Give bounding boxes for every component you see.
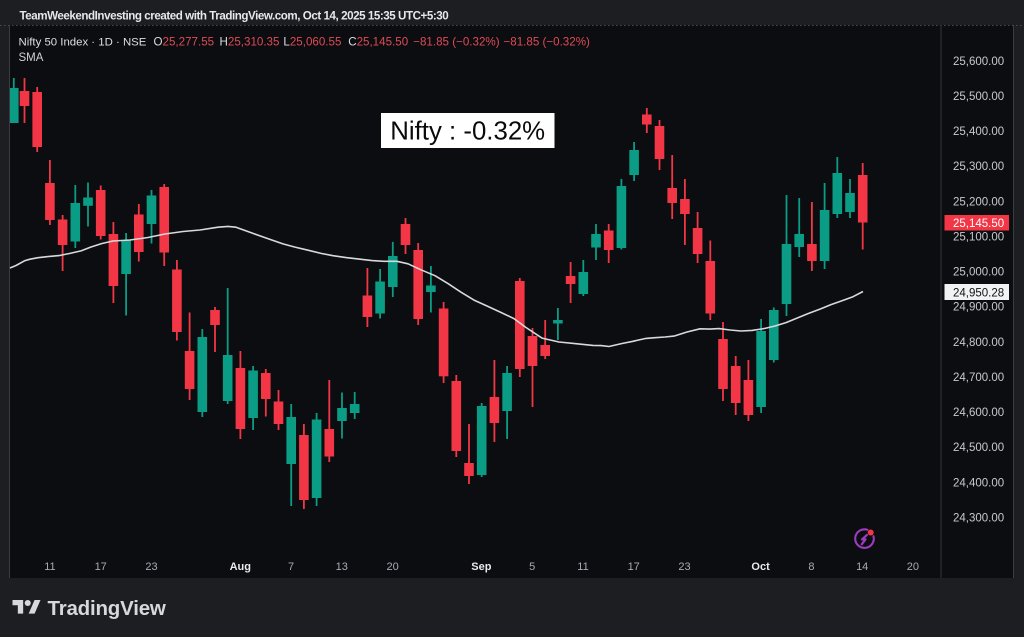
svg-text:25,400.00: 25,400.00: [953, 126, 1004, 138]
svg-text:20: 20: [386, 561, 398, 573]
svg-text:24,700.00: 24,700.00: [953, 372, 1004, 384]
svg-text:Nifty 50 Index · 1D · NSE: Nifty 50 Index · 1D · NSE: [19, 37, 147, 49]
svg-text:Sep: Sep: [471, 561, 491, 573]
svg-text:23: 23: [678, 561, 690, 573]
svg-text:Oct: Oct: [751, 561, 770, 573]
svg-text:13: 13: [336, 561, 348, 573]
svg-text:O25,277.55: O25,277.55: [154, 36, 215, 49]
svg-text:25,100.00: 25,100.00: [953, 232, 1004, 244]
svg-text:11: 11: [577, 561, 588, 573]
svg-text:11: 11: [44, 561, 55, 573]
svg-text:23: 23: [145, 561, 157, 573]
svg-text:−81.85 (−0.32%): −81.85 (−0.32%): [413, 36, 500, 49]
svg-text:20: 20: [907, 561, 919, 573]
svg-text:−81.85 (−0.32%): −81.85 (−0.32%): [504, 36, 591, 49]
svg-text:C25,145.50: C25,145.50: [348, 36, 408, 49]
svg-text:17: 17: [95, 561, 107, 573]
svg-text:H25,310.35: H25,310.35: [220, 36, 280, 49]
svg-text:24,400.00: 24,400.00: [953, 477, 1004, 489]
svg-text:25,145.50: 25,145.50: [953, 218, 1004, 230]
svg-text:L25,060.55: L25,060.55: [283, 36, 341, 49]
svg-text:14: 14: [856, 561, 868, 573]
svg-text:TeamWeekendInvesting created w: TeamWeekendInvesting created with Tradin…: [20, 10, 449, 23]
svg-text:8: 8: [808, 561, 814, 573]
svg-text:24,950.28: 24,950.28: [953, 287, 1004, 299]
svg-text:25,300.00: 25,300.00: [953, 161, 1004, 173]
svg-text:25,200.00: 25,200.00: [953, 196, 1004, 208]
svg-text:17: 17: [628, 561, 640, 573]
svg-text:24,600.00: 24,600.00: [953, 407, 1004, 419]
svg-text:5: 5: [529, 561, 535, 573]
svg-text:24,500.00: 24,500.00: [953, 442, 1004, 454]
svg-text:25,000.00: 25,000.00: [953, 267, 1004, 279]
svg-text:TradingView: TradingView: [48, 597, 166, 620]
svg-text:24,300.00: 24,300.00: [953, 513, 1004, 525]
svg-text:7: 7: [288, 561, 294, 573]
svg-text:24,900.00: 24,900.00: [953, 302, 1004, 314]
svg-text:25,600.00: 25,600.00: [953, 56, 1004, 68]
svg-text:Nifty : -0.32%: Nifty : -0.32%: [390, 118, 545, 146]
svg-text:25,500.00: 25,500.00: [953, 91, 1004, 103]
svg-text:SMA: SMA: [19, 52, 44, 64]
svg-text:Aug: Aug: [230, 561, 251, 573]
svg-text:24,800.00: 24,800.00: [953, 337, 1004, 349]
